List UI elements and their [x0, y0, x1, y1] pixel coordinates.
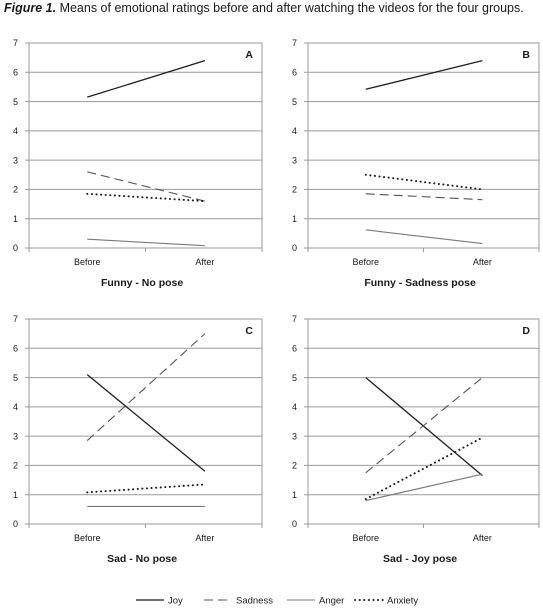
panel-c-ytick-label: 2	[13, 461, 18, 471]
panel-b-ytick-label: 0	[292, 243, 297, 253]
panel-d-title: Sad - Joy pose	[383, 553, 457, 565]
panel-d-ytick-label: 0	[292, 519, 297, 529]
panel-c-ytick-label: 1	[13, 490, 18, 500]
panel-b: 0 1 2 3 4 5 6 7 Before After B Funny - Sadness pose	[292, 38, 540, 289]
panel-a-ytick-label: 5	[13, 97, 18, 107]
panel-c-plot-frame	[28, 318, 263, 525]
panel-c-ytick-label: 7	[13, 314, 18, 324]
panel-c-series-sadness	[86, 333, 206, 441]
panel-b-ytick-label: 2	[292, 185, 297, 195]
panel-a-plot-frame	[28, 42, 263, 249]
figure-label: Figure 1.	[4, 1, 57, 15]
panel-a-series-anxiety	[86, 192, 206, 203]
panel-b-ytick-label: 6	[292, 67, 297, 77]
panel-b-ytick-label: 4	[292, 126, 297, 136]
panel-a-series-joy	[87, 59, 206, 98]
panel-d-series-joy	[365, 377, 483, 477]
panel-a: 0 1 2 3 4 5 6 7 Before After A Funny - No pose	[13, 38, 263, 289]
panel-d-series-sadness	[365, 377, 483, 474]
panel-c-ytick-label: 6	[13, 343, 18, 353]
legend-label-anxiety: Anxiety	[387, 596, 418, 607]
panel-a-ytick-label: 3	[13, 155, 18, 165]
panel-b-xtick-label-before: Before	[352, 257, 379, 267]
panel-d-plot-frame	[307, 318, 540, 525]
panel-a-xtick-label-before: Before	[74, 257, 101, 267]
panel-c-series-anxiety	[86, 483, 206, 494]
panel-b-series-joy	[365, 59, 483, 90]
figure-caption: Figure 1. Means of emotional ratings bef…	[4, 1, 524, 15]
panel-d-ytick-label: 3	[292, 431, 297, 441]
panel-b-series-anger	[365, 229, 483, 245]
panel-c: 0 1 2 3 4 5 6 7 Before After C Sad - No pose	[13, 314, 263, 565]
panel-b-xtick-label-after: After	[473, 257, 492, 267]
legend-label-joy: Joy	[168, 596, 183, 607]
panel-d-letter: D	[522, 325, 530, 337]
legend-label-anger: Anger	[319, 596, 344, 607]
figure-caption-text: Means of emotional ratings before and af…	[56, 1, 524, 15]
panel-d: 0 1 2 3 4 5 6 7 Before After D Sad - Joy pose	[292, 314, 540, 565]
legend-label-sadness: Sadness	[236, 596, 273, 607]
panel-d-series-anxiety	[364, 436, 484, 501]
panel-a-ytick-label: 4	[13, 126, 18, 136]
panel-c-ytick-label: 5	[13, 373, 18, 383]
panel-c-ytick-label: 0	[13, 519, 18, 529]
panel-d-ytick-label: 2	[292, 461, 297, 471]
panel-a-ytick-label: 2	[13, 185, 18, 195]
panel-b-series-anxiety	[364, 173, 484, 191]
panel-d-ytick-label: 1	[292, 490, 297, 500]
panel-a-series-sadness	[87, 171, 206, 202]
panel-a-title: Funny - No pose	[101, 277, 183, 289]
panel-d-ytick-label: 4	[292, 402, 297, 412]
panel-d-ytick-label: 6	[292, 343, 297, 353]
panel-c-ytick-label: 4	[13, 402, 18, 412]
panel-a-ytick-label: 6	[13, 67, 18, 77]
panel-d-ytick-label: 7	[292, 314, 297, 324]
panel-d-series-anger	[365, 473, 483, 502]
panel-b-ytick-label: 3	[292, 155, 297, 165]
panel-a-xtick-label-after: After	[195, 257, 214, 267]
panel-b-letter: B	[522, 49, 530, 61]
panel-a-ytick-label: 0	[13, 243, 18, 253]
panel-a-series-anger	[87, 238, 205, 247]
panel-b-ytick-label: 5	[292, 97, 297, 107]
panel-c-ytick-label: 3	[13, 431, 18, 441]
panel-d-xtick-label-before: Before	[352, 533, 379, 543]
panel-d-ytick-label: 5	[292, 373, 297, 383]
panel-c-letter: C	[245, 325, 253, 337]
panel-a-ytick-label: 7	[13, 38, 18, 48]
panel-c-title: Sad - No pose	[107, 553, 177, 565]
panel-b-title: Funny - Sadness pose	[364, 277, 476, 289]
panel-a-ytick-label: 1	[13, 214, 18, 224]
panel-c-xtick-label-before: Before	[74, 533, 101, 543]
legend: Joy Sadness Anger Anxiety	[136, 596, 418, 607]
panel-c-xtick-label-after: After	[195, 533, 214, 543]
panel-b-ytick-label: 1	[292, 214, 297, 224]
panel-c-series-joy	[86, 374, 206, 472]
panel-b-ytick-label: 7	[292, 38, 297, 48]
panel-d-xtick-label-after: After	[473, 533, 492, 543]
panel-b-series-sadness	[365, 193, 483, 201]
panel-a-letter: A	[245, 49, 253, 61]
panel-b-plot-frame	[307, 42, 540, 249]
